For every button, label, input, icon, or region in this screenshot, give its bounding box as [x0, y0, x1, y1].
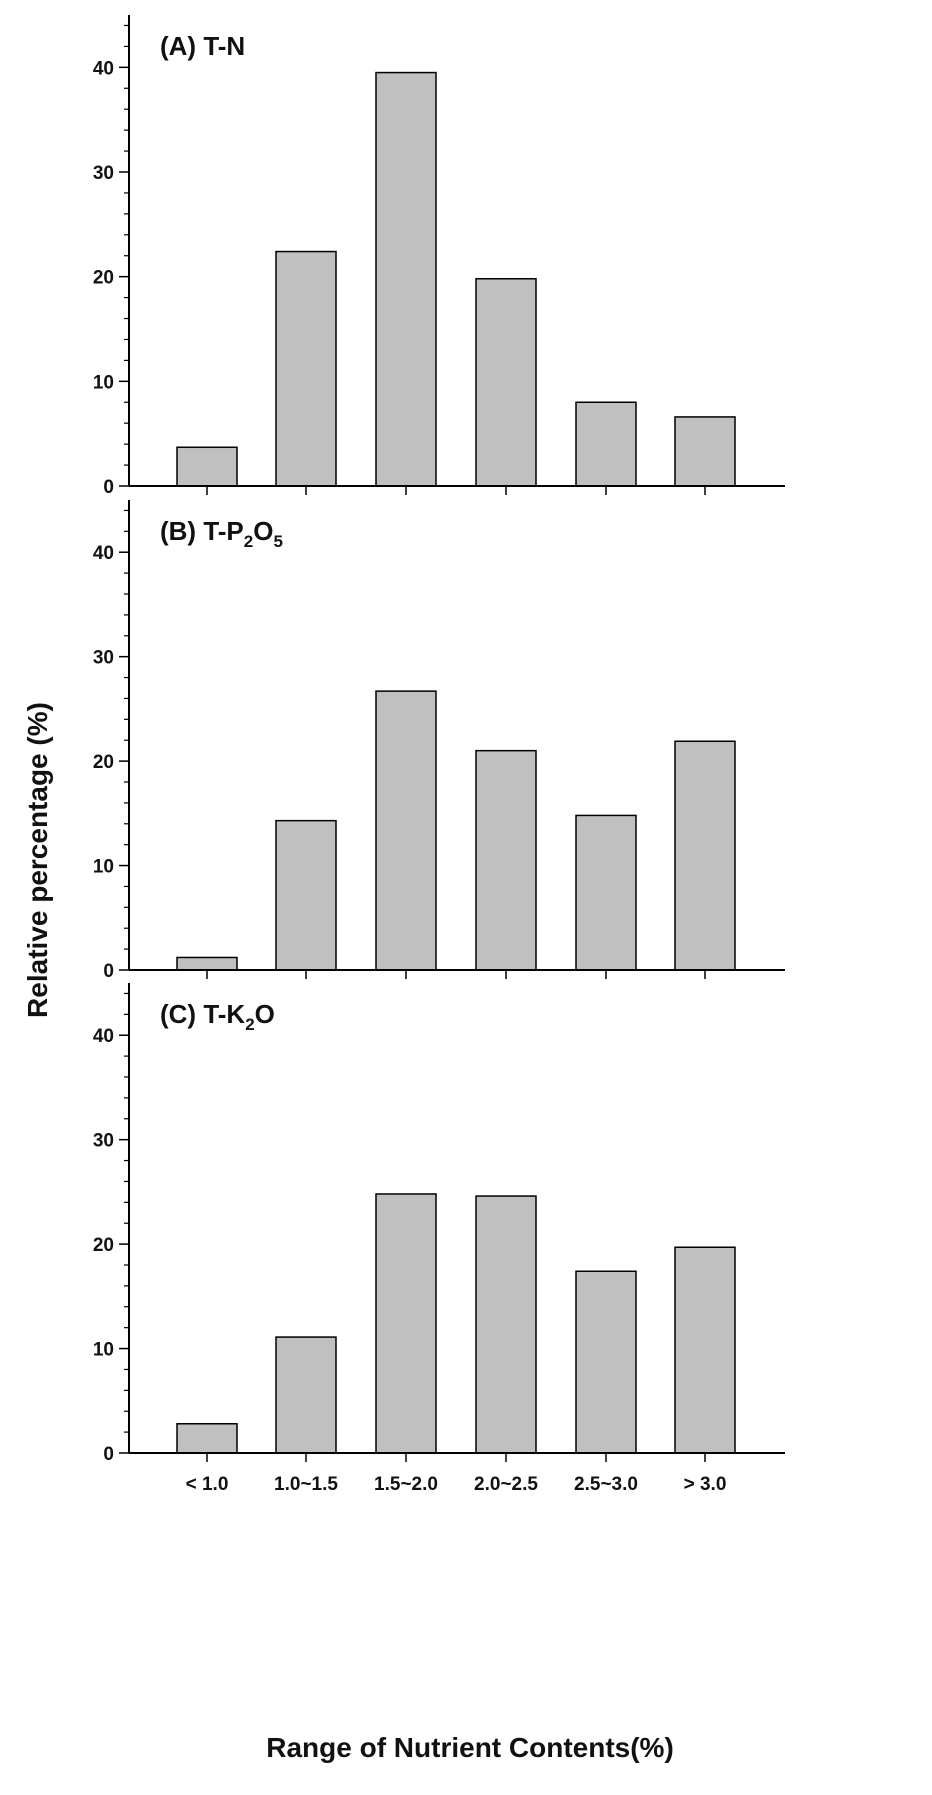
panels: 0 10 20 30 40 (A) T-N 0 10 20 30 40 (B) T-P2O5​ 0 10 2…	[93, 15, 785, 1495]
bar-4	[475, 749, 537, 971]
y-tick-label: 10	[93, 372, 114, 393]
panel-3: 0 10 20 30 40 < 1.0 1.0~1.5 1.5~2.0 2.0~2.5 2.5~3…	[93, 983, 785, 1495]
panel-title: (B) T-P2O5​	[160, 516, 283, 551]
y-tick-label: 20	[93, 268, 114, 289]
y-tick-label: 0	[103, 1444, 114, 1465]
bar-5	[575, 401, 637, 487]
y-axis-label: Relative percentage (%)	[22, 702, 53, 1018]
bar-4	[475, 278, 537, 487]
bar-5	[575, 1270, 637, 1454]
bar-2	[275, 819, 337, 971]
x-tick-label: 2.0~2.5	[474, 1474, 538, 1495]
y-tick-label: 40	[93, 543, 114, 564]
bar-2	[275, 1336, 337, 1454]
bar-3	[375, 1193, 437, 1454]
bar-6	[674, 740, 736, 971]
panel-title: (C) T-K2O	[160, 999, 275, 1034]
x-tick-label: 1.5~2.0	[374, 1474, 438, 1495]
y-tick-label: 10	[93, 1340, 114, 1361]
x-tick-label: 1.0~1.5	[274, 1474, 338, 1495]
panel-1: 0 10 20 30 40 (A) T-N	[93, 15, 785, 498]
bar-2	[275, 250, 337, 487]
panel-title: (A) T-N	[160, 31, 245, 61]
bar-5	[575, 814, 637, 971]
bar-3	[375, 690, 437, 971]
y-tick-label: 10	[93, 857, 114, 878]
y-tick-label: 30	[93, 648, 114, 669]
y-tick-label: 30	[93, 163, 114, 184]
y-tick-label: 30	[93, 1131, 114, 1152]
panel-2: 0 10 20 30 40 (B) T-P2O5​	[93, 500, 785, 982]
bar-1	[176, 446, 238, 487]
bar-1	[176, 956, 238, 971]
y-tick-label: 40	[93, 1026, 114, 1047]
bar-3	[375, 71, 437, 487]
bar-4	[475, 1195, 537, 1454]
y-tick-label: 40	[93, 58, 114, 79]
y-tick-label: 20	[93, 1235, 114, 1256]
x-tick-label: < 1.0	[186, 1474, 229, 1495]
bar-6	[674, 416, 736, 487]
x-axis-label: Range of Nutrient Contents(%)	[266, 1732, 674, 1763]
bar-1	[176, 1423, 238, 1454]
y-tick-label: 0	[103, 477, 114, 498]
bar-6	[674, 1246, 736, 1454]
x-tick-label: 2.5~3.0	[574, 1474, 638, 1495]
y-tick-label: 20	[93, 752, 114, 773]
x-tick-label: > 3.0	[684, 1474, 727, 1495]
y-tick-label: 0	[103, 961, 114, 982]
